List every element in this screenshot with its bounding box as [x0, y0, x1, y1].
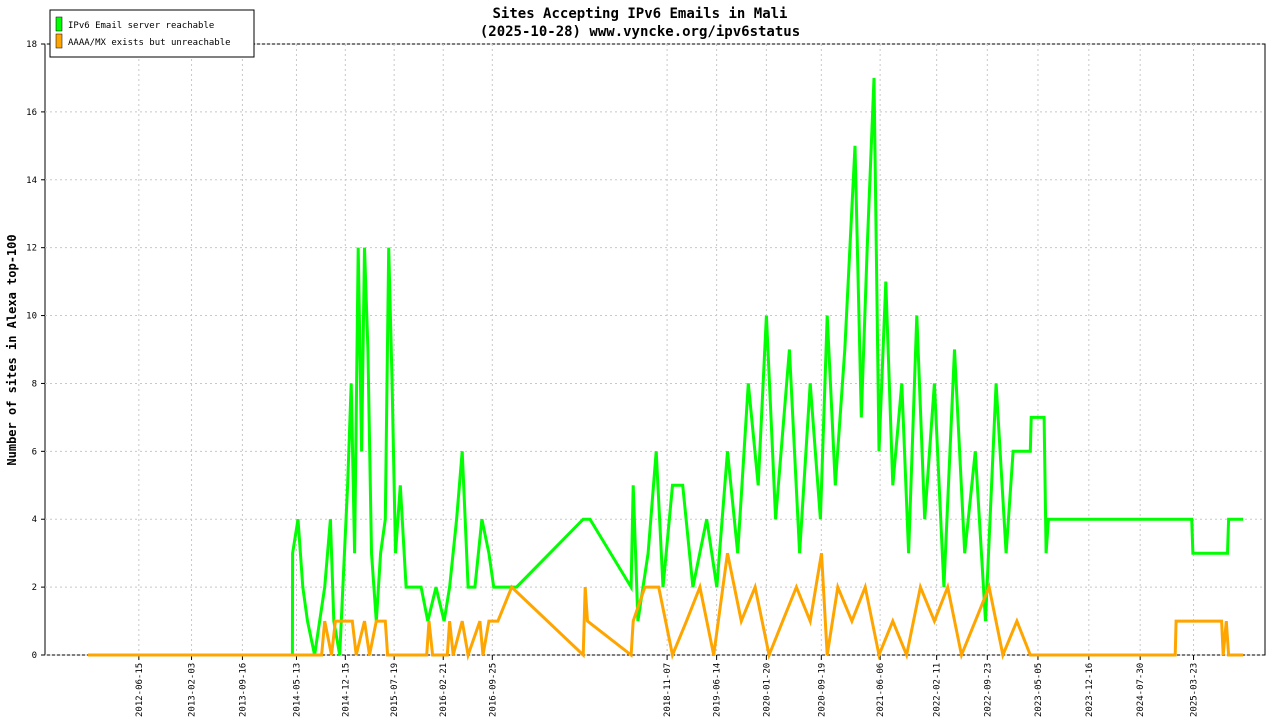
x-tick-label: 2016-02-21	[439, 663, 449, 717]
plot-frame	[44, 43, 1266, 656]
chart-title: Sites Accepting IPv6 Emails in Mali	[492, 6, 787, 22]
x-tick-label: 2019-06-14	[713, 663, 723, 717]
x-tick-label: 2014-05-13	[292, 663, 302, 717]
x-tick-label: 2025-03-23	[1190, 663, 1200, 717]
x-tick-label: 2020-01-20	[762, 663, 772, 717]
legend-swatch	[55, 33, 63, 49]
y-tick-label: 0	[32, 651, 37, 661]
x-tick-label: 2012-06-15	[135, 663, 145, 717]
legend-label: AAAA/MX exists but unreachable	[68, 38, 231, 48]
series-line	[88, 77, 1244, 657]
x-tick-label: 2022-09-23	[983, 663, 993, 717]
x-tick-label: 2021-06-06	[876, 663, 886, 717]
y-tick-label: 2	[32, 583, 37, 593]
x-tick-label: 2023-12-16	[1085, 663, 1095, 717]
y-tick-label: 10	[26, 312, 37, 322]
x-tick-label: 2023-05-05	[1034, 663, 1044, 717]
x-tick-label: 2020-09-19	[817, 663, 827, 717]
x-tick-label: 2024-07-30	[1136, 663, 1146, 717]
x-tick-label: 2015-07-19	[390, 663, 400, 717]
y-tick-label: 14	[26, 176, 37, 186]
x-tick-label: 2014-12-15	[341, 663, 351, 717]
x-tick-label: 2013-09-16	[238, 663, 248, 717]
y-axis-label: Number of sites in Alexa top-100	[5, 234, 19, 465]
y-tick-label: 16	[26, 108, 37, 118]
x-tick-label: 2018-11-07	[663, 663, 673, 717]
x-tick-label: 2016-09-25	[488, 663, 498, 717]
series-line	[88, 552, 1244, 661]
x-tick-label: 2013-02-03	[188, 663, 198, 717]
y-tick-label: 4	[32, 515, 37, 525]
legend-box	[49, 9, 255, 58]
x-tick-label: 2022-02-11	[933, 663, 943, 717]
legend-label: IPv6 Email server reachable	[68, 21, 214, 31]
y-tick-label: 18	[26, 40, 37, 50]
chart-subtitle: (2025-10-28) www.vyncke.org/ipv6status	[480, 24, 800, 40]
legend-swatch	[55, 16, 63, 32]
y-tick-label: 6	[32, 447, 37, 457]
y-tick-label: 12	[26, 244, 37, 254]
y-tick-label: 8	[32, 379, 37, 389]
